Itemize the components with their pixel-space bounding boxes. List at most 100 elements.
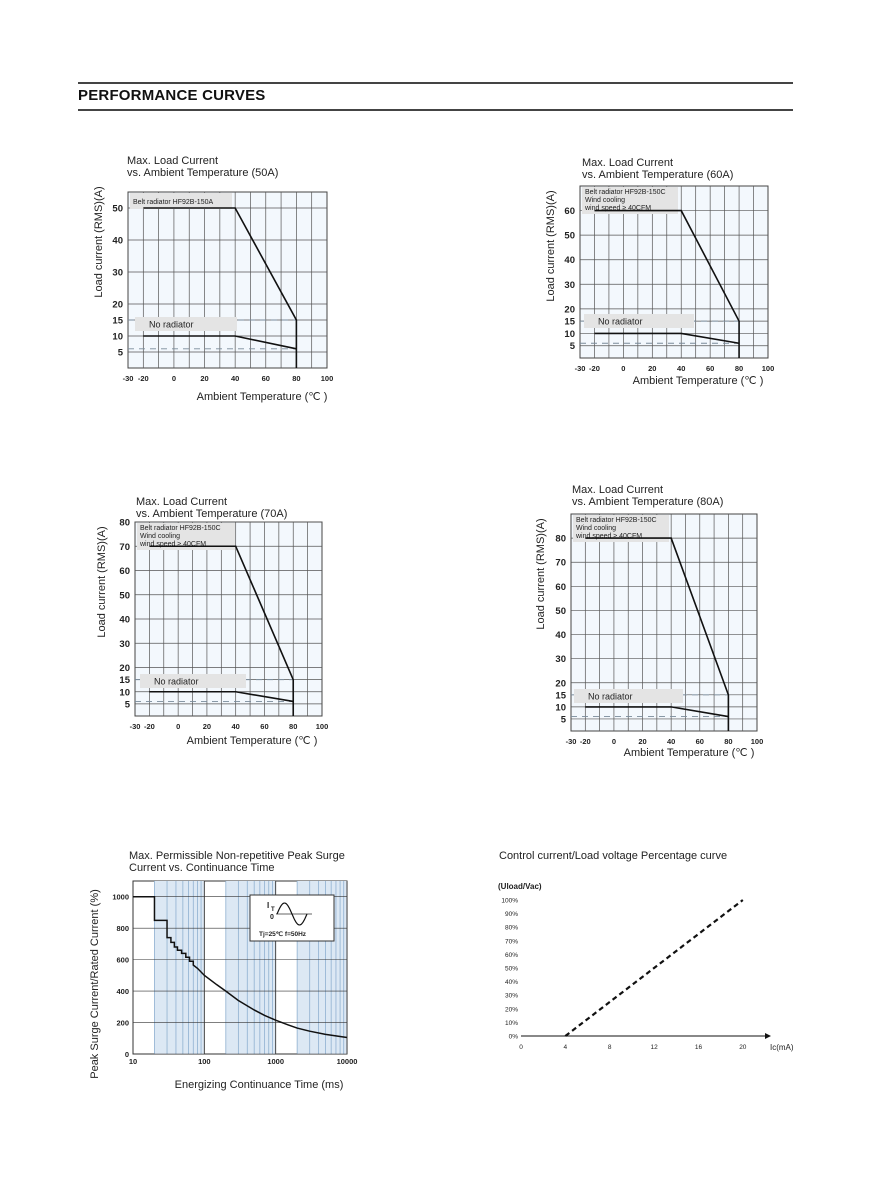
legend-text: wind speed ≥ 40CFM (139, 541, 206, 548)
y-tick-label: 30% (505, 993, 518, 1000)
series-line-radiator (594, 209, 740, 358)
y-tick-label: 20 (112, 300, 123, 311)
y-tick-label: 50 (564, 231, 575, 242)
x-tick-label: 0 (176, 722, 180, 731)
x-tick-label: 8 (608, 1044, 612, 1051)
inset-sine-wave (276, 902, 308, 926)
y-tick-label: 5 (561, 714, 567, 725)
x-tick-label: 20 (648, 364, 656, 373)
y-tick-label: 0 (125, 1050, 129, 1059)
y-tick-label: 10 (119, 687, 130, 698)
x-tick-label: 100 (198, 1057, 211, 1066)
inset-conditions: Tj=25℃ f=50Hz (259, 930, 307, 938)
y-tick-label: 30 (564, 280, 575, 291)
chart-title: Max. Load Current (582, 157, 673, 169)
legend-box (130, 193, 232, 209)
no-radiator-box (140, 674, 246, 688)
legend-text: Belt radiator HF92B-150C (576, 517, 657, 524)
y-tick-label: 60 (555, 582, 566, 593)
x-axis-label: Energizing Continuance Time (ms) (175, 1079, 344, 1091)
y-tick-label: 90% (505, 911, 518, 918)
chart-subtitle: vs. Ambient Temperature (80A) (572, 496, 723, 508)
y-tick-label: 10 (564, 329, 575, 340)
chart-subtitle: Current vs. Continuance Time (129, 862, 275, 874)
y-tick-label: 60 (119, 566, 130, 577)
no-radiator-box (135, 317, 237, 331)
y-tick-label: 60% (505, 952, 518, 959)
x-tick-label: 0 (519, 1044, 523, 1051)
legend-box (582, 187, 678, 214)
x-tick-label: -30 (130, 722, 141, 731)
x-tick-label: 100 (762, 364, 775, 373)
x-tick-label: -20 (580, 737, 591, 746)
x-tick-label: 80 (735, 364, 743, 373)
y-tick-label: 80 (119, 518, 130, 529)
series-line-no-radiator (594, 332, 740, 345)
x-axis-label: Ic(mA) (770, 1043, 794, 1052)
series-line-radiator (149, 545, 295, 716)
x-axis-label: Ambient Temperature (℃ ) (633, 375, 764, 387)
chart-title: Max. Load Current (136, 496, 227, 508)
y-axis-label: Load current (RMS)(A) (545, 190, 557, 301)
x-tick-label: 40 (677, 364, 685, 373)
chart-title: Max. Load Current (127, 155, 218, 167)
x-axis-label: Ambient Temperature (℃ ) (624, 747, 755, 759)
chart-subtitle: vs. Ambient Temperature (60A) (582, 169, 733, 181)
x-tick-label: 10000 (337, 1057, 358, 1066)
legend-text: wind speed ≥ 40CFM (584, 205, 651, 212)
x-tick-label: 80 (289, 722, 297, 731)
y-tick-label: 15 (555, 690, 566, 701)
x-tick-label: 100 (321, 374, 334, 383)
inset-symbol: I (267, 901, 269, 910)
y-axis-label: Peak Surge Current/Rated Current (%) (89, 889, 101, 1079)
y-axis-label: (Uload/Vac) (498, 882, 542, 891)
no-radiator-label: No radiator (149, 320, 194, 330)
x-tick-label: 100 (751, 737, 764, 746)
x-tick-label: -30 (566, 737, 577, 746)
no-radiator-box (584, 314, 694, 328)
y-tick-label: 10 (112, 332, 123, 343)
y-tick-label: 20% (505, 1006, 518, 1013)
plot-area (127, 191, 328, 369)
y-tick-label: 70% (505, 938, 518, 945)
y-tick-label: 20 (119, 663, 130, 674)
legend-text: Belt radiator HF92B-150C (140, 525, 221, 532)
y-axis-label: Load current (RMS)(A) (93, 186, 105, 297)
x-tick-label: 60 (706, 364, 714, 373)
percentage-dashed-line (564, 899, 744, 1037)
legend-text: Wind cooling (585, 197, 625, 204)
y-tick-label: 20 (564, 304, 575, 315)
y-tick-label: 40% (505, 979, 518, 986)
series-line-radiator (585, 537, 730, 731)
x-tick-label: -30 (575, 364, 586, 373)
header-rule (78, 109, 793, 111)
y-tick-label: 50 (119, 590, 130, 601)
y-tick-label: 1000 (112, 893, 129, 902)
series-line-radiator (143, 207, 298, 368)
no-radiator-label: No radiator (154, 677, 199, 687)
y-tick-label: 50 (112, 204, 123, 215)
x-tick-label: 12 (650, 1044, 658, 1051)
x-tick-label: 20 (200, 374, 208, 383)
x-tick-label: 60 (260, 722, 268, 731)
y-tick-label: 40 (112, 236, 123, 247)
x-tick-label: 100 (316, 722, 329, 731)
x-tick-label: 1000 (267, 1057, 284, 1066)
y-tick-label: 10% (505, 1020, 518, 1027)
x-tick-label: 80 (292, 374, 300, 383)
x-tick-label: -30 (123, 374, 134, 383)
series-line-no-radiator (585, 706, 729, 718)
y-tick-label: 800 (116, 924, 129, 933)
legend-text: wind speed ≥ 40CFM (575, 533, 642, 540)
surge-curve (133, 895, 348, 1039)
x-tick-label: 40 (667, 737, 675, 746)
x-tick-label: 0 (612, 737, 616, 746)
no-radiator-box (574, 689, 683, 703)
y-axis-label: Load current (RMS)(A) (96, 526, 108, 637)
chart-title: Max. Load Current (572, 484, 663, 496)
y-tick-label: 40 (564, 255, 575, 266)
chart-subtitle: vs. Ambient Temperature (50A) (127, 167, 278, 179)
x-tick-label: 0 (621, 364, 625, 373)
